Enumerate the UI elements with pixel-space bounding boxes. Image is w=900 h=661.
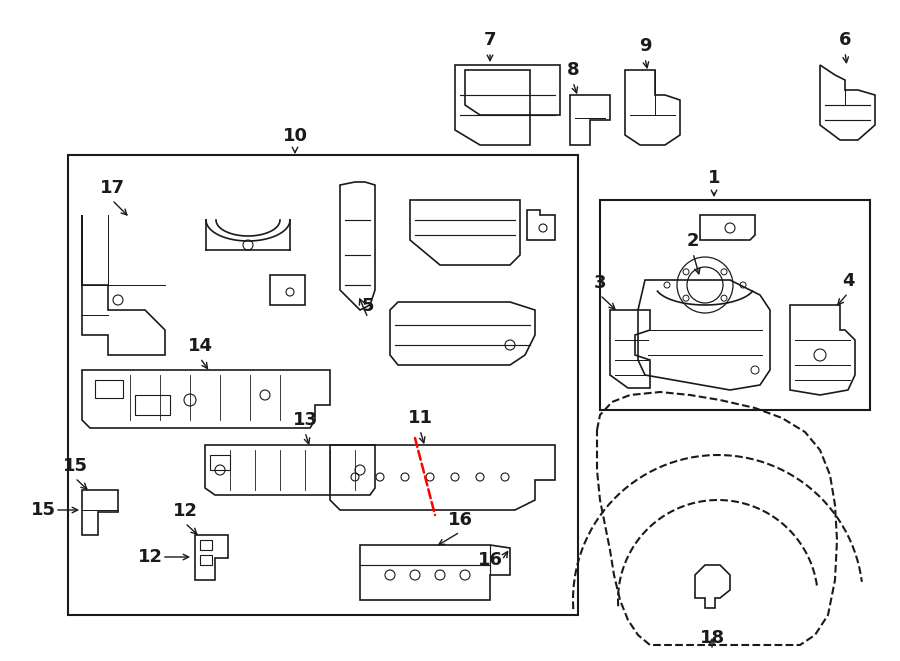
Text: 15: 15 xyxy=(31,501,56,519)
Text: 2: 2 xyxy=(687,232,699,250)
Text: 12: 12 xyxy=(173,502,197,520)
Text: 12: 12 xyxy=(138,548,163,566)
Text: 1: 1 xyxy=(707,169,720,187)
Text: 16: 16 xyxy=(478,551,502,569)
Bar xyxy=(68,155,578,615)
Text: 17: 17 xyxy=(100,179,124,197)
Bar xyxy=(200,555,212,565)
Text: 10: 10 xyxy=(283,127,308,145)
Text: 16: 16 xyxy=(447,511,473,529)
Text: 8: 8 xyxy=(567,61,580,79)
Text: 7: 7 xyxy=(484,31,496,49)
Text: 15: 15 xyxy=(62,457,87,475)
Bar xyxy=(200,540,212,550)
Text: 6: 6 xyxy=(839,31,851,49)
Text: 11: 11 xyxy=(408,409,433,427)
Bar xyxy=(135,395,170,415)
Text: 18: 18 xyxy=(699,629,725,647)
Bar xyxy=(600,200,870,410)
Bar xyxy=(210,455,230,470)
Text: 5: 5 xyxy=(362,297,374,315)
Bar xyxy=(95,380,123,398)
Text: 14: 14 xyxy=(187,337,212,355)
Text: 13: 13 xyxy=(292,411,318,429)
Text: 3: 3 xyxy=(594,274,607,292)
Text: 9: 9 xyxy=(639,37,652,55)
Text: 4: 4 xyxy=(842,272,854,290)
